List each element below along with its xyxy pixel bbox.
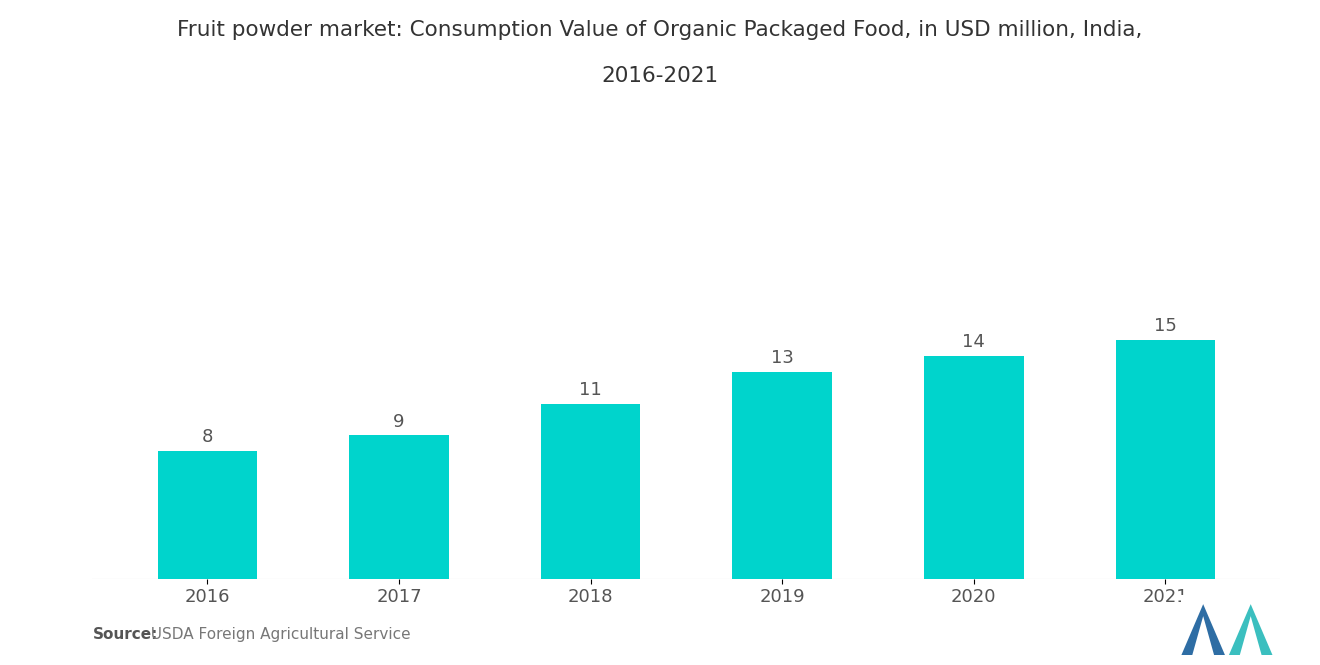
- Text: 9: 9: [393, 412, 405, 430]
- Text: 11: 11: [579, 381, 602, 399]
- Text: 8: 8: [202, 428, 213, 446]
- Bar: [541, 404, 640, 579]
- Bar: [157, 452, 257, 579]
- Polygon shape: [1181, 604, 1225, 655]
- Text: 14: 14: [962, 333, 985, 351]
- Text: 2016-2021: 2016-2021: [602, 66, 718, 86]
- Bar: [733, 372, 832, 579]
- Text: 13: 13: [771, 349, 793, 367]
- Text: Source:: Source:: [92, 626, 158, 642]
- Bar: [350, 436, 449, 579]
- Text: Fruit powder market: Consumption Value of Organic Packaged Food, in USD million,: Fruit powder market: Consumption Value o…: [177, 20, 1143, 40]
- Text: USDA Foreign Agricultural Service: USDA Foreign Agricultural Service: [141, 626, 411, 642]
- Text: 15: 15: [1154, 317, 1177, 335]
- Bar: [924, 356, 1023, 579]
- Polygon shape: [1229, 604, 1272, 655]
- Bar: [1115, 340, 1216, 579]
